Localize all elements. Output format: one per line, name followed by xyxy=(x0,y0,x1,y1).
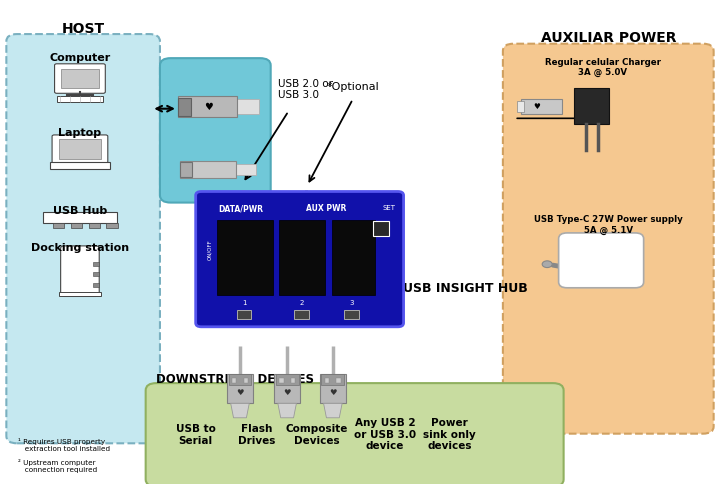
Bar xyxy=(232,191,253,204)
Bar xyxy=(89,223,100,227)
Text: USB to
Serial: USB to Serial xyxy=(176,424,215,446)
Text: AUXILIAR POWER: AUXILIAR POWER xyxy=(541,31,676,45)
Bar xyxy=(373,221,389,236)
Bar xyxy=(107,223,118,227)
Bar xyxy=(93,283,99,287)
Bar xyxy=(321,375,344,385)
Text: Composite
Devices: Composite Devices xyxy=(286,424,348,446)
Text: DOWNSTREAM DEVICES: DOWNSTREAM DEVICES xyxy=(156,373,315,386)
FancyBboxPatch shape xyxy=(52,135,108,163)
Text: ¹ Requires USB property
   extraction tool installed: ¹ Requires USB property extraction tool … xyxy=(19,438,111,452)
FancyBboxPatch shape xyxy=(60,246,99,297)
Bar xyxy=(336,378,341,383)
Bar xyxy=(235,164,256,174)
Text: ♥: ♥ xyxy=(236,388,244,397)
Bar xyxy=(58,292,102,297)
Bar xyxy=(178,96,237,117)
Text: ♥: ♥ xyxy=(284,388,291,397)
Bar xyxy=(232,378,236,383)
Text: *Optional: *Optional xyxy=(326,82,379,92)
Bar xyxy=(243,378,248,383)
Bar xyxy=(71,223,82,227)
Text: 1: 1 xyxy=(242,300,246,306)
Text: Any USB 2
or USB 3.0
device: Any USB 2 or USB 3.0 device xyxy=(354,418,416,451)
Bar xyxy=(57,96,103,102)
Text: USB 2.0 or
USB 3.0: USB 2.0 or USB 3.0 xyxy=(278,78,333,100)
Bar xyxy=(61,69,99,88)
Text: HOST: HOST xyxy=(62,21,104,36)
Text: AUX PWR: AUX PWR xyxy=(306,204,346,213)
Text: USB INSIGHT HUB: USB INSIGHT HUB xyxy=(403,282,528,295)
Polygon shape xyxy=(230,403,249,418)
Text: ON/OFF: ON/OFF xyxy=(207,239,212,260)
Bar xyxy=(93,272,99,276)
Polygon shape xyxy=(323,403,342,418)
Text: Power
sink only
devices: Power sink only devices xyxy=(423,418,476,451)
Bar xyxy=(217,221,273,295)
Bar xyxy=(344,310,359,319)
Polygon shape xyxy=(236,235,249,242)
Bar xyxy=(180,162,192,177)
Polygon shape xyxy=(300,235,313,242)
Bar xyxy=(227,375,253,403)
Bar xyxy=(332,221,375,295)
Text: Flash
Drives: Flash Drives xyxy=(238,424,275,446)
Text: ♥: ♥ xyxy=(204,102,213,112)
Text: SET: SET xyxy=(383,205,396,211)
Bar xyxy=(575,88,608,124)
Text: USB Type-C 27W Power supply
5A @ 5.1V: USB Type-C 27W Power supply 5A @ 5.1V xyxy=(534,215,683,235)
Text: Laptop: Laptop xyxy=(58,128,102,138)
Bar xyxy=(233,204,252,235)
FancyBboxPatch shape xyxy=(145,383,564,487)
Bar xyxy=(294,310,309,319)
Text: Docking station: Docking station xyxy=(31,243,129,253)
Bar xyxy=(180,161,235,178)
Polygon shape xyxy=(278,403,297,418)
Bar xyxy=(279,221,325,295)
Bar xyxy=(297,204,315,235)
FancyBboxPatch shape xyxy=(196,191,404,327)
Bar xyxy=(325,378,329,383)
Text: DATA/PWR: DATA/PWR xyxy=(218,204,264,213)
Text: ♥: ♥ xyxy=(329,388,337,397)
FancyBboxPatch shape xyxy=(6,34,160,443)
Text: 2: 2 xyxy=(300,300,304,306)
Bar xyxy=(291,378,295,383)
Bar xyxy=(53,223,64,227)
Bar xyxy=(228,375,251,385)
Text: Regular celular Charger
3A @ 5.0V: Regular celular Charger 3A @ 5.0V xyxy=(545,58,661,77)
Bar xyxy=(279,378,284,383)
FancyBboxPatch shape xyxy=(160,58,271,203)
FancyBboxPatch shape xyxy=(55,64,105,94)
Text: USB Hub: USB Hub xyxy=(53,206,107,216)
Bar xyxy=(50,162,110,169)
Bar xyxy=(237,99,258,114)
Bar xyxy=(517,100,524,112)
Bar xyxy=(521,99,562,113)
Bar xyxy=(237,310,251,319)
Text: 3: 3 xyxy=(349,300,354,306)
Text: ♥: ♥ xyxy=(534,102,541,111)
Text: Computer: Computer xyxy=(49,53,111,63)
Bar xyxy=(276,375,299,385)
Bar xyxy=(58,139,102,159)
Circle shape xyxy=(542,261,552,267)
FancyBboxPatch shape xyxy=(559,233,644,288)
Bar xyxy=(178,98,191,116)
Bar xyxy=(296,191,317,204)
FancyBboxPatch shape xyxy=(503,44,714,433)
Bar xyxy=(320,375,346,403)
Text: ² Upstream computer
   connection required: ² Upstream computer connection required xyxy=(19,459,98,473)
Bar xyxy=(93,262,99,265)
Bar xyxy=(42,212,117,223)
Bar xyxy=(274,375,300,403)
